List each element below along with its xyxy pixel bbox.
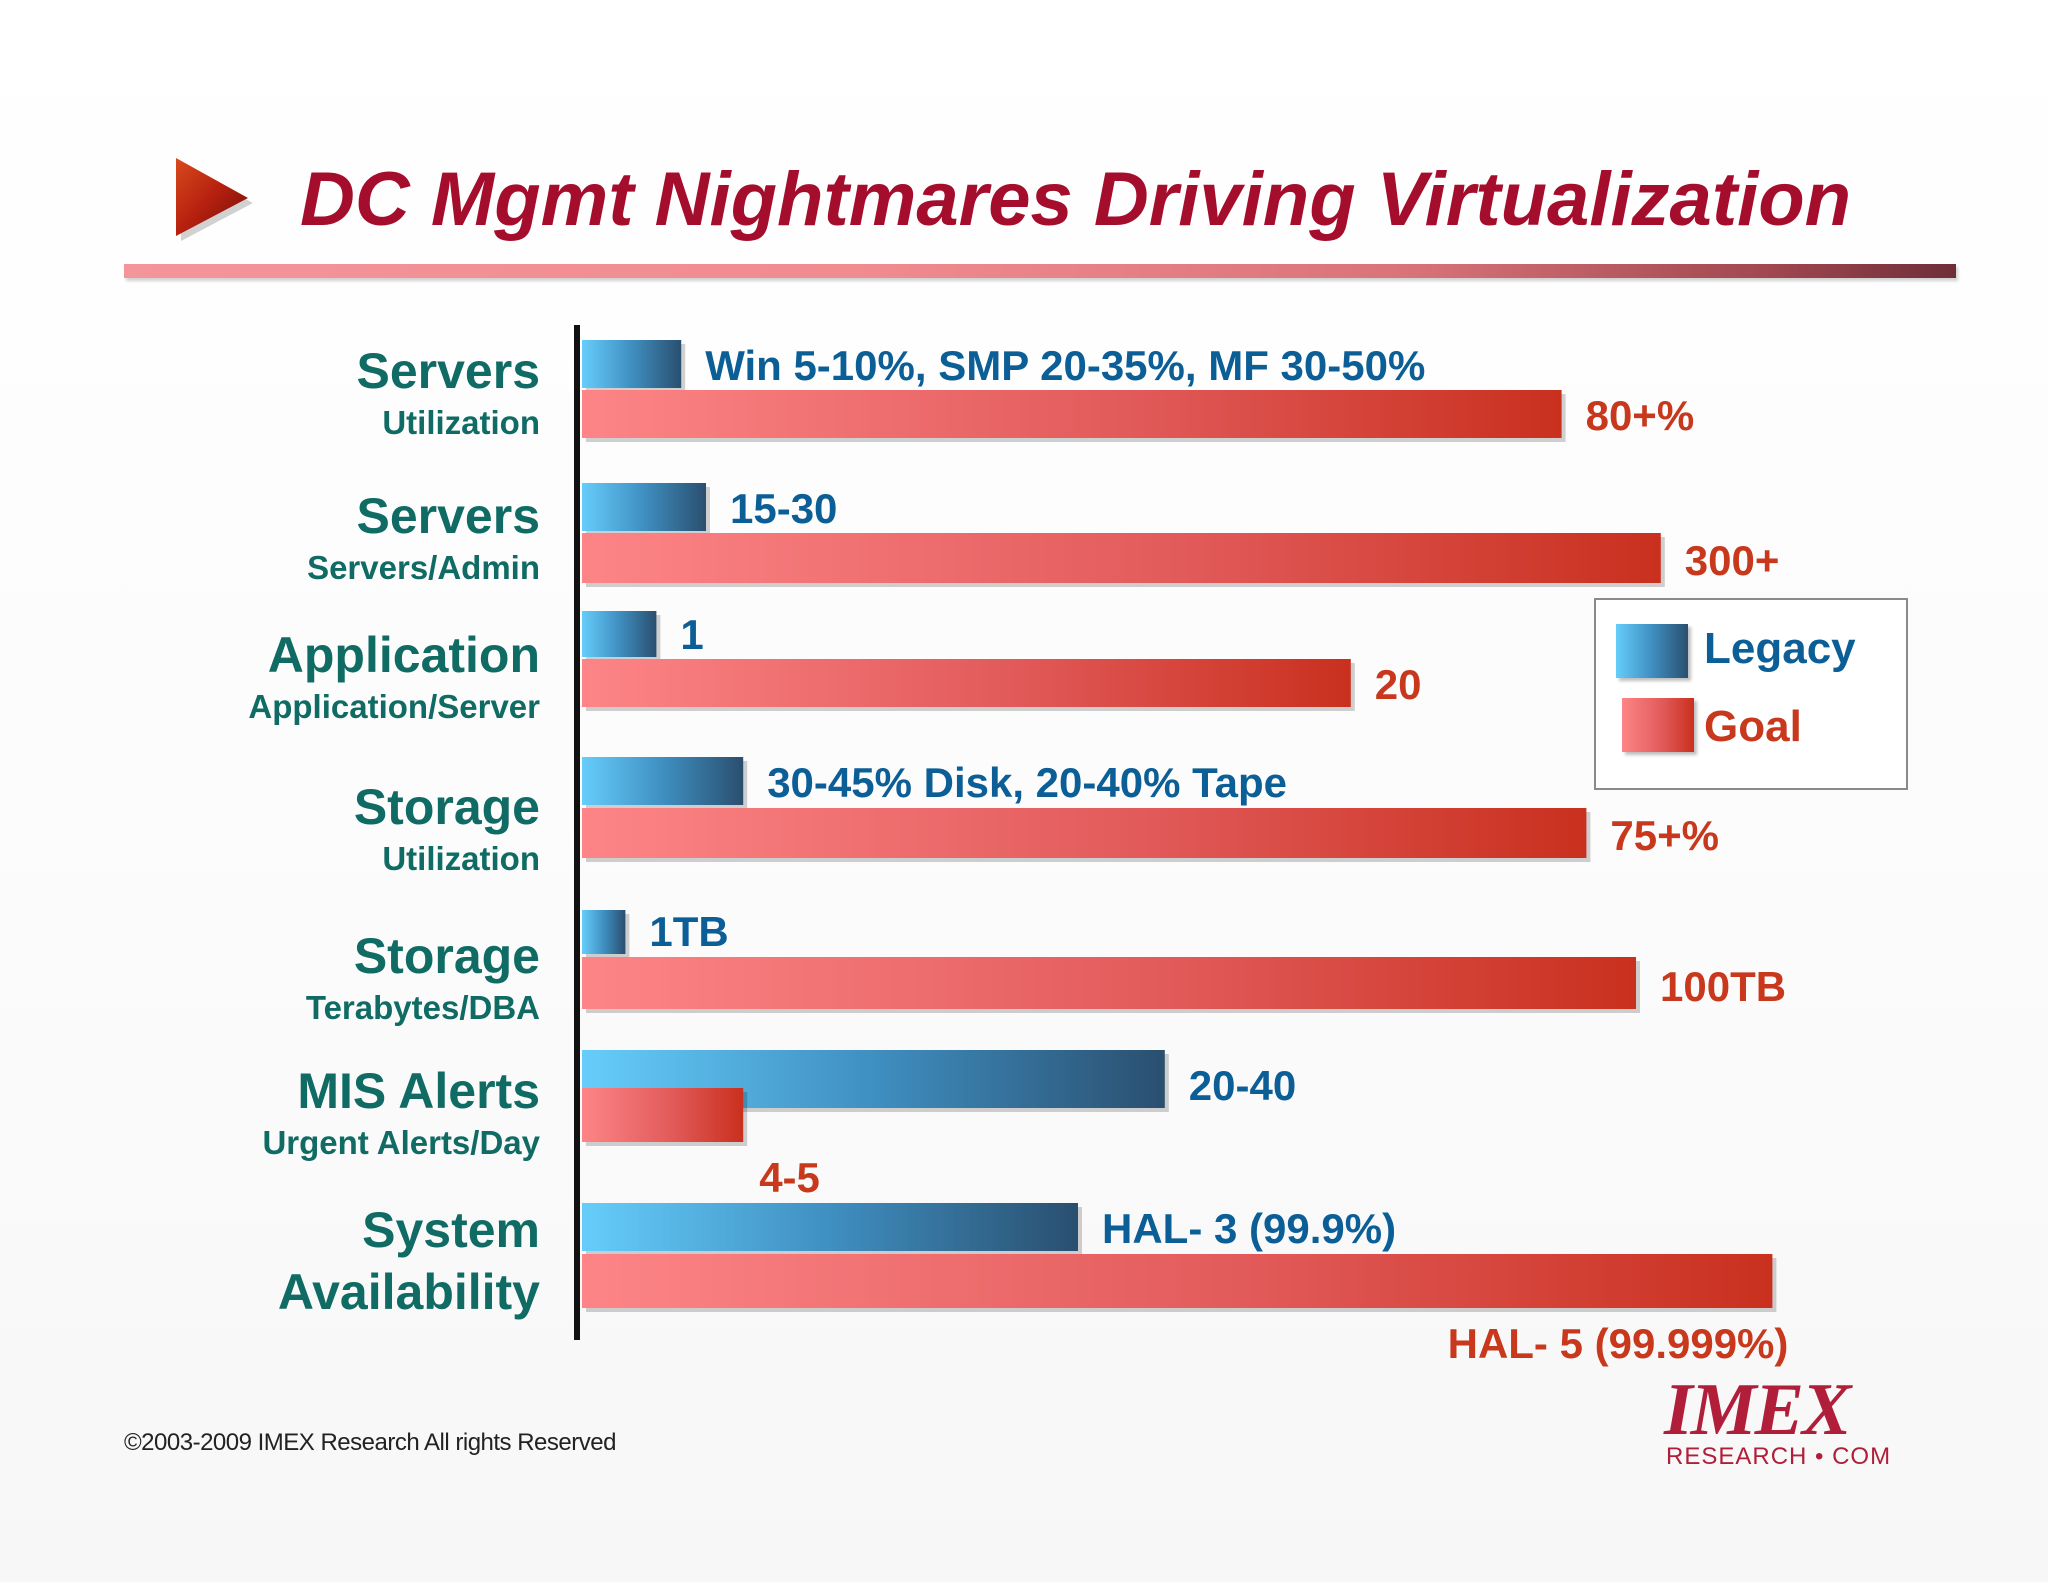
legacy-value-label: 1: [680, 611, 703, 658]
category-subtitle: Utilization: [382, 404, 540, 441]
slide-title: DC Mgmt Nightmares Driving Virtualizatio…: [300, 157, 1852, 242]
legacy-bar: [582, 910, 626, 954]
category-title: Storage: [353, 928, 540, 984]
goal-value-label: 4-5: [759, 1154, 820, 1201]
category-subtitle: Application/Server: [248, 688, 540, 725]
legacy-bar: [582, 340, 682, 388]
legacy-value-label: 15-30: [730, 485, 837, 532]
imex-logo: IMEX RESEARCH • COM: [1640, 1370, 1900, 1476]
category-title-line2: Availability: [277, 1264, 540, 1320]
category-subtitle: Urgent Alerts/Day: [262, 1124, 540, 1161]
category-title: Servers: [356, 343, 541, 399]
category-subtitle: Utilization: [382, 840, 540, 877]
goal-bar: [582, 957, 1636, 1009]
legacy-value-label: HAL- 3 (99.9%): [1102, 1205, 1396, 1252]
category-title: Servers: [356, 488, 541, 544]
goal-value-label: HAL- 5 (99.999%): [1448, 1320, 1789, 1367]
goal-bar: [582, 390, 1562, 438]
legacy-value-label: 30-45% Disk, 20-40% Tape: [767, 759, 1287, 806]
category-subtitle: Terabytes/DBA: [305, 989, 540, 1026]
goal-value-label: 300+: [1685, 537, 1780, 584]
title-rule: [124, 264, 1956, 278]
legend-label-legacy: Legacy: [1704, 624, 1856, 673]
category-title: Storage: [353, 779, 540, 835]
legend-label-goal: Goal: [1704, 702, 1802, 751]
legacy-value-label: Win 5-10%, SMP 20-35%, MF 30-50%: [705, 342, 1425, 389]
legacy-value-label: 1TB: [649, 908, 728, 955]
legacy-bar: [582, 757, 744, 805]
title-arrow-icon: [176, 158, 252, 241]
goal-bar: [582, 808, 1587, 858]
legend-swatch-goal: [1622, 698, 1694, 752]
legacy-bar: [582, 1203, 1078, 1251]
legacy-value-label: 20-40: [1189, 1062, 1296, 1109]
goal-value-label: 100TB: [1660, 963, 1786, 1010]
goal-bar: [582, 533, 1661, 583]
legend-swatch-legacy: [1616, 624, 1688, 678]
goal-value-label: 80+%: [1586, 392, 1695, 439]
goal-bar: [582, 659, 1351, 707]
category-title: Application: [267, 627, 540, 683]
legacy-bar: [582, 611, 657, 657]
goal-bar: [582, 1254, 1773, 1308]
copyright-text: ©2003-2009 IMEX Research All rights Rese…: [124, 1429, 616, 1456]
goal-value-label: 75+%: [1610, 812, 1719, 859]
goal-value-label: 20: [1375, 661, 1422, 708]
category-subtitle: Servers/Admin: [307, 549, 540, 586]
category-title: MIS Alerts: [297, 1063, 540, 1119]
category-title: System: [362, 1202, 540, 1258]
category-axis-line: [574, 325, 580, 1340]
goal-bar: [582, 1088, 744, 1142]
logo-mark: IMEX: [1664, 1369, 1851, 1451]
chart-legend: Legacy Goal: [1594, 598, 1908, 790]
logo-subtext: RESEARCH • COM: [1666, 1443, 1892, 1470]
legacy-bar: [582, 483, 706, 531]
